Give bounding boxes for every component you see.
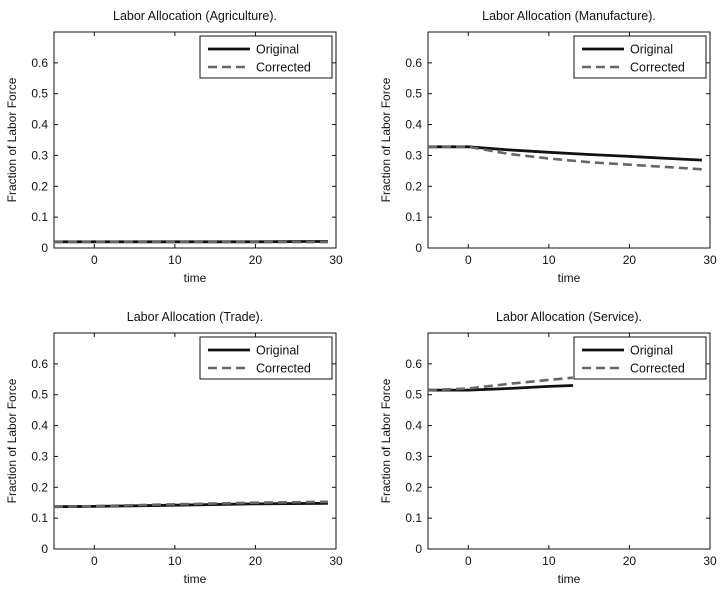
y-tick-label: 0.2 bbox=[405, 179, 422, 193]
legend: Original Corrected bbox=[574, 36, 706, 78]
y-tick-label: 0 bbox=[41, 241, 48, 255]
y-tick-label: 0.6 bbox=[31, 56, 48, 70]
chart-panel-1: Labor Allocation (Agriculture). 0 10 20 30 0 0… bbox=[5, 9, 343, 285]
x-tick-label: 30 bbox=[703, 253, 717, 267]
x-tick-label: 0 bbox=[91, 253, 98, 267]
x-tick-label: 10 bbox=[542, 554, 556, 568]
x-tick-label: 30 bbox=[329, 253, 343, 267]
legend: Original Corrected bbox=[200, 337, 332, 379]
y-tick-label: 0.2 bbox=[31, 179, 48, 193]
y-tick-label: 0.1 bbox=[405, 511, 422, 525]
y-tick-label: 0.1 bbox=[31, 511, 48, 525]
x-tick-label: 20 bbox=[623, 554, 637, 568]
y-axis-label: Fraction of Labor Force bbox=[379, 378, 393, 503]
y-tick-label: 0.6 bbox=[31, 357, 48, 371]
legend: Original Corrected bbox=[200, 36, 332, 78]
x-tick-label: 0 bbox=[91, 554, 98, 568]
y-tick-label: 0.3 bbox=[31, 449, 48, 463]
x-tick-label: 0 bbox=[465, 253, 472, 267]
legend-label-original: Original bbox=[630, 43, 673, 57]
legend-label-original: Original bbox=[256, 344, 299, 358]
y-tick-label: 0.5 bbox=[31, 87, 48, 101]
legend-label-original: Original bbox=[256, 43, 299, 57]
y-tick-label: 0.6 bbox=[405, 357, 422, 371]
y-tick-label: 0.4 bbox=[31, 118, 48, 132]
legend-label-original: Original bbox=[630, 344, 673, 358]
y-tick-label: 0.2 bbox=[405, 480, 422, 494]
x-tick-label: 10 bbox=[542, 253, 556, 267]
legend: Original Corrected bbox=[574, 337, 706, 379]
chart-title: Labor Allocation (Manufacture). bbox=[482, 9, 656, 23]
x-axis-label: time bbox=[184, 572, 207, 586]
chart-title: Labor Allocation (Agriculture). bbox=[113, 9, 277, 23]
legend-label-corrected: Corrected bbox=[256, 61, 311, 75]
x-tick-label: 20 bbox=[623, 253, 637, 267]
y-tick-label: 0.6 bbox=[405, 56, 422, 70]
x-tick-label: 20 bbox=[249, 554, 263, 568]
y-tick-label: 0.5 bbox=[31, 388, 48, 402]
chart-title: Labor Allocation (Trade). bbox=[127, 310, 263, 324]
x-axis-label: time bbox=[184, 271, 207, 285]
x-tick-label: 30 bbox=[329, 554, 343, 568]
chart-panel-4: Labor Allocation (Service). 0 10 20 30 0 0.1 0.… bbox=[379, 310, 717, 586]
x-tick-label: 0 bbox=[465, 554, 472, 568]
y-axis-label: Fraction of Labor Force bbox=[5, 378, 19, 503]
x-axis-label: time bbox=[558, 572, 581, 586]
y-tick-label: 0 bbox=[415, 542, 422, 556]
chart-title: Labor Allocation (Service). bbox=[496, 310, 642, 324]
y-tick-label: 0.4 bbox=[405, 419, 422, 433]
y-tick-label: 0.3 bbox=[31, 148, 48, 162]
y-tick-label: 0 bbox=[41, 542, 48, 556]
y-axis-label: Fraction of Labor Force bbox=[5, 77, 19, 202]
chart-panel-2: Labor Allocation (Manufacture). 0 10 20 30 0 0… bbox=[379, 9, 717, 285]
legend-label-corrected: Corrected bbox=[630, 362, 685, 376]
y-tick-label: 0.3 bbox=[405, 449, 422, 463]
y-axis-label: Fraction of Labor Force bbox=[379, 77, 393, 202]
y-tick-label: 0.3 bbox=[405, 148, 422, 162]
x-axis-label: time bbox=[558, 271, 581, 285]
y-tick-label: 0.5 bbox=[405, 87, 422, 101]
x-tick-label: 20 bbox=[249, 253, 263, 267]
y-tick-label: 0.5 bbox=[405, 388, 422, 402]
x-tick-label: 30 bbox=[703, 554, 717, 568]
y-tick-label: 0 bbox=[415, 241, 422, 255]
chart-panel-3: Labor Allocation (Trade). 0 10 20 30 0 0.1 0.2 0… bbox=[5, 310, 343, 586]
y-tick-label: 0.2 bbox=[31, 480, 48, 494]
x-tick-label: 10 bbox=[168, 554, 182, 568]
x-tick-label: 10 bbox=[168, 253, 182, 267]
y-tick-label: 0.4 bbox=[31, 419, 48, 433]
y-tick-label: 0.1 bbox=[31, 210, 48, 224]
legend-label-corrected: Corrected bbox=[630, 61, 685, 75]
y-tick-label: 0.4 bbox=[405, 118, 422, 132]
y-tick-label: 0.1 bbox=[405, 210, 422, 224]
legend-label-corrected: Corrected bbox=[256, 362, 311, 376]
